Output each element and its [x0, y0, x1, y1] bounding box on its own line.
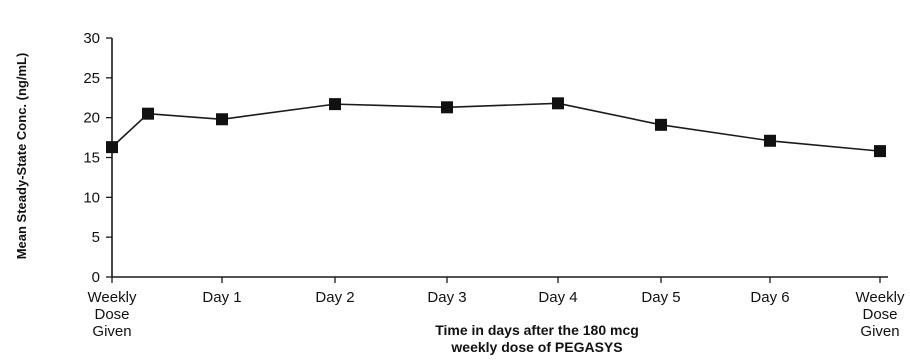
y-tick-label: 15 — [83, 150, 100, 167]
y-tick-label: 10 — [83, 189, 100, 206]
x-axis-title-text: Time in days after the 180 mcg weekly dos… — [435, 322, 639, 355]
x-tick-label: Weekly Dose Given — [856, 289, 905, 340]
series-group — [106, 97, 886, 158]
y-axis: 0 5 10 15 20 25 30 — [83, 30, 113, 286]
x-tick-label: Day 6 — [750, 289, 789, 306]
x-tick-label: Day 4 — [538, 289, 577, 306]
data-point-marker — [142, 107, 154, 120]
y-tick-label: 25 — [83, 70, 100, 87]
x-tick-label: Day 3 — [427, 289, 466, 306]
data-point-marker — [329, 98, 341, 111]
x-tick-label: Weekly Dose Given — [88, 289, 137, 340]
data-point-marker — [552, 97, 564, 110]
x-axis-title: Time in days after the 180 mcg weekly dos… — [435, 322, 639, 355]
x-axis: Weekly Dose Given Day 1 Day 2 Day 3 Day 4 Day 5… — [88, 276, 905, 340]
y-tick-label: 5 — [92, 229, 100, 246]
y-tick-label: 30 — [83, 30, 100, 47]
data-point-marker — [106, 141, 118, 154]
x-tick-label: Day 2 — [315, 289, 354, 306]
data-point-marker — [441, 101, 453, 114]
y-tick-label: 20 — [83, 110, 100, 127]
x-tick-label: Day 1 — [202, 289, 241, 306]
data-point-marker — [655, 118, 667, 131]
y-axis-title: Mean Steady-State Conc. (ng/mL) — [14, 53, 29, 260]
y-tick-label: 0 — [92, 269, 100, 286]
x-tick-label: Day 5 — [641, 289, 680, 306]
data-point-marker — [216, 113, 228, 126]
data-point-marker — [764, 134, 776, 147]
data-point-marker — [874, 145, 886, 158]
